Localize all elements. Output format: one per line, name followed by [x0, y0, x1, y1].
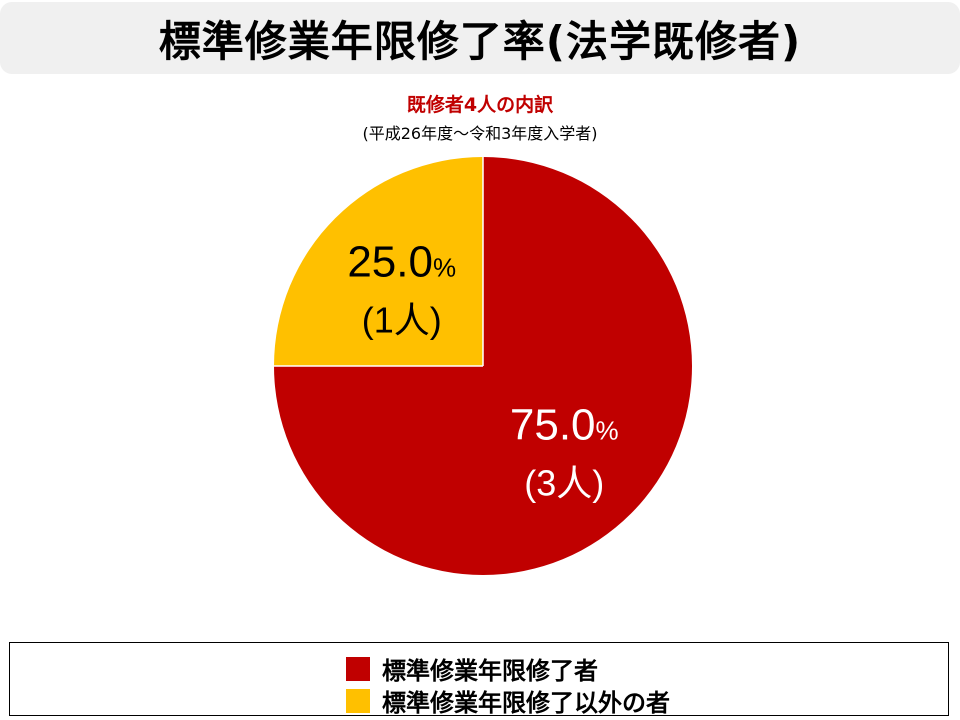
pie-chart: 75.0% (3人) 25.0% (1人) — [274, 157, 692, 575]
slice-percent-label: 25.0% — [347, 238, 456, 287]
legend-swatch-yellow — [346, 688, 370, 713]
chart-subtitle: (平成26年度〜令和3年度入学者) — [362, 124, 598, 143]
legend-item: 標準修業年限修了以外の者 — [346, 683, 670, 718]
legend-swatch-red — [346, 656, 370, 681]
slice-percent-label: 75.0% — [510, 400, 619, 449]
chart-title: 既修者4人の内訳 — [406, 94, 554, 116]
slice-count-label: (1人) — [362, 300, 442, 341]
legend-label: 標準修業年限修了者 — [382, 657, 598, 685]
pie-slice — [274, 157, 483, 366]
legend: 標準修業年限修了者 標準修業年限修了以外の者 — [9, 642, 949, 718]
slice-count-label: (3人) — [524, 462, 604, 503]
legend-item: 標準修業年限修了者 — [346, 651, 598, 686]
title-bar: 標準修業年限修了率(法学既修者) — [0, 2, 960, 74]
legend-label: 標準修業年限修了以外の者 — [382, 689, 670, 717]
page-title: 標準修業年限修了率(法学既修者) — [158, 16, 802, 66]
